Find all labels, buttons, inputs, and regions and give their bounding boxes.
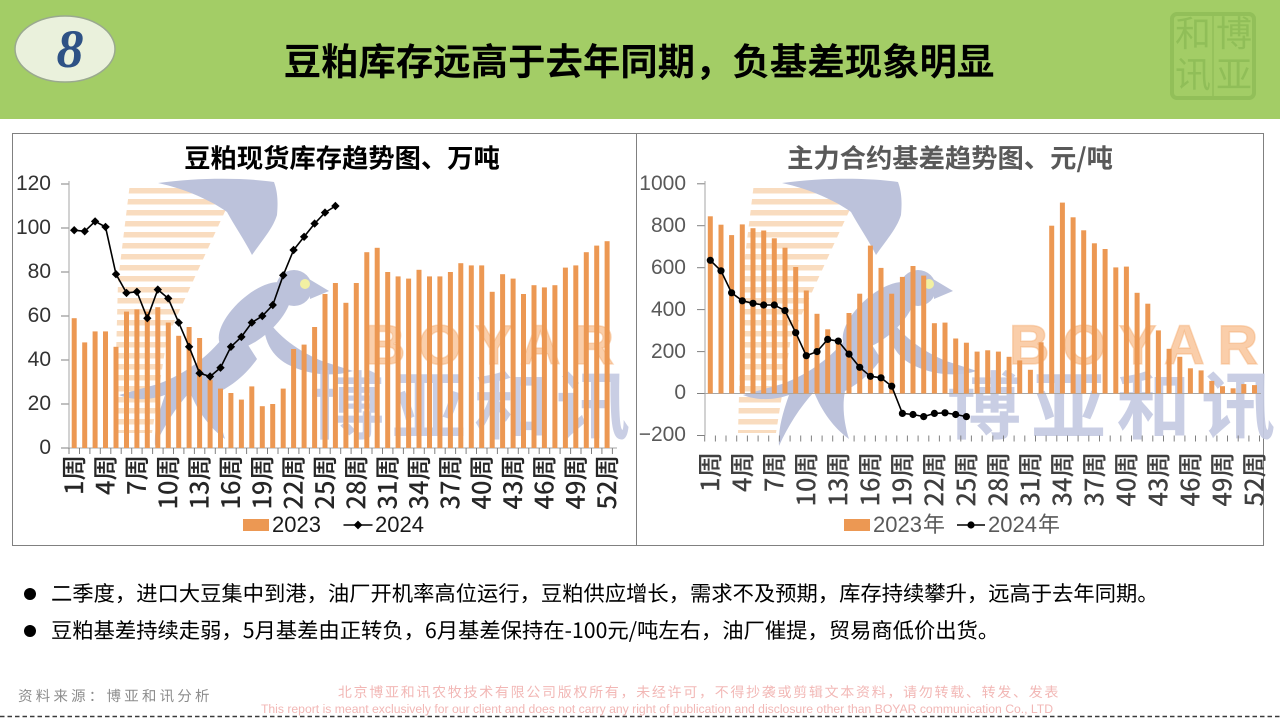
svg-text:2024: 2024 [988,512,1037,537]
svg-text:8: 8 [57,19,84,79]
svg-text:BOYAR: BOYAR [1009,313,1271,376]
svg-text:200: 200 [651,340,686,363]
svg-text:2023: 2023 [272,512,321,537]
svg-text:1000: 1000 [639,172,686,195]
svg-text:−200: −200 [639,423,686,446]
svg-text:This report is meant exclusive: This report is meant exclusively for our… [261,702,1053,716]
svg-text:0: 0 [39,436,51,459]
svg-text:40: 40 [28,348,51,371]
svg-text:800: 800 [651,214,686,237]
svg-text:600: 600 [651,256,686,279]
svg-text:0: 0 [674,381,686,404]
svg-text:2024: 2024 [375,512,424,537]
svg-text:20: 20 [28,392,51,415]
svg-text:400: 400 [651,298,686,321]
svg-text:80: 80 [28,260,51,283]
svg-text:100: 100 [16,216,51,239]
svg-text:2023: 2023 [873,512,922,537]
svg-text:60: 60 [28,304,51,327]
svg-text:120: 120 [16,172,51,195]
